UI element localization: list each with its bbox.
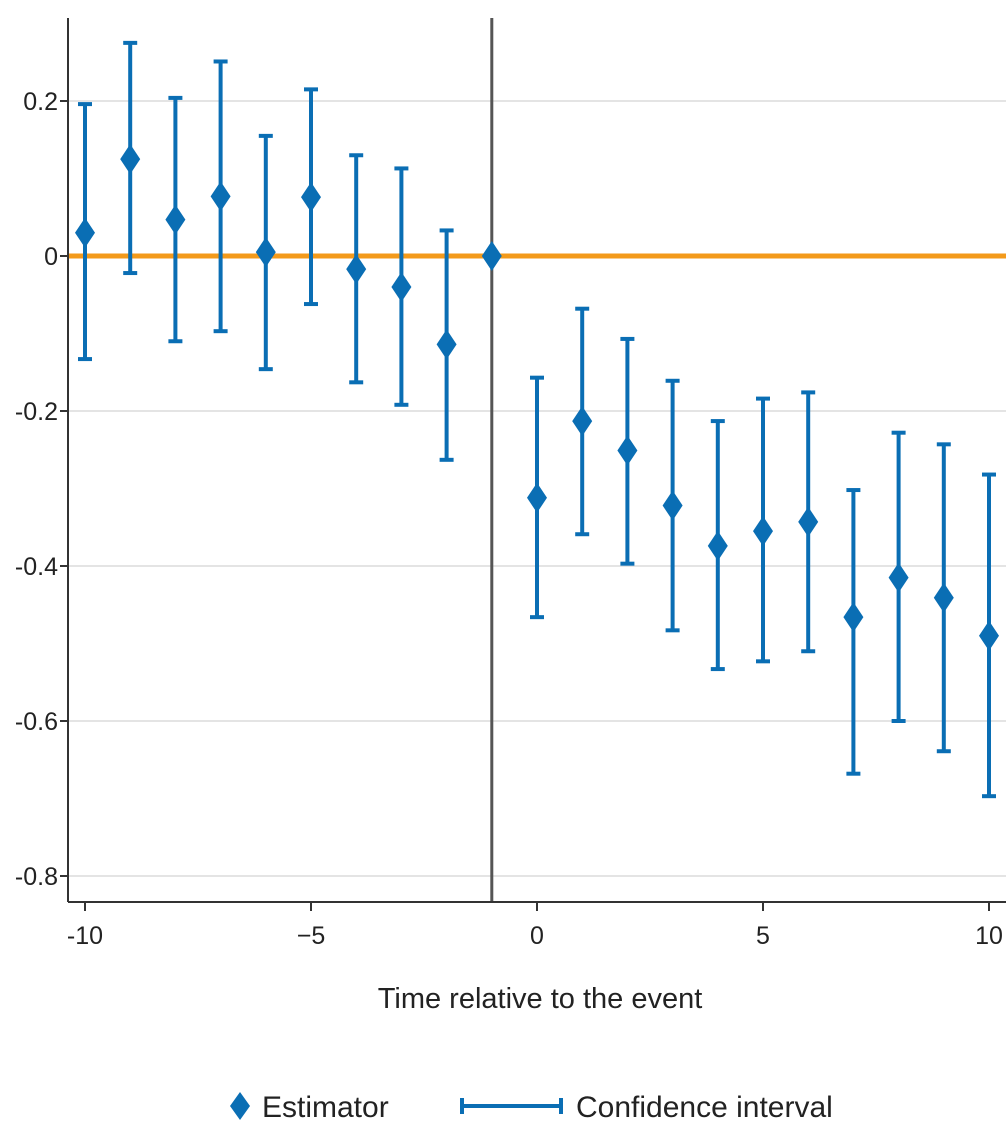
legend-item-confidence-interval: Confidence interval: [460, 1091, 833, 1124]
legend-item-estimator: Estimator: [230, 1091, 389, 1124]
estimator-point: [572, 406, 593, 437]
estimator-point: [301, 182, 321, 213]
estimator-point: [933, 582, 954, 613]
x-tick-label: 0: [530, 922, 544, 950]
y-tick-label: -0.8: [15, 863, 58, 891]
estimator-point: [255, 237, 276, 268]
y-tick-label: -0.2: [15, 398, 58, 426]
estimator-point: [210, 181, 231, 212]
estimator-point: [120, 144, 141, 175]
estimator-point: [617, 435, 638, 466]
legend-estimator-label: Estimator: [262, 1091, 389, 1124]
x-tick-label: 5: [756, 922, 770, 950]
y-tick-label: -0.6: [15, 708, 58, 736]
data-series: [75, 40, 999, 799]
y-tick-label: 0: [44, 243, 58, 271]
y-tick-label: -0.4: [15, 553, 58, 581]
x-tick-label: -10: [67, 922, 103, 950]
estimator-point: [436, 329, 457, 360]
estimator-point: [75, 217, 95, 248]
x-axis-title: Time relative to the event: [378, 983, 703, 1015]
legend-ci-label: Confidence interval: [576, 1091, 833, 1124]
axes: 0.2 0 -0.2 -0.4 -0.6 -0.8 -10 −5 0 5 10: [15, 18, 1006, 950]
reference-lines: [68, 18, 1006, 902]
estimator-point: [662, 490, 683, 521]
estimator-point: [165, 204, 186, 235]
estimator-point: [391, 272, 412, 302]
estimator-point: [707, 530, 728, 561]
legend: Estimator Confidence interval: [230, 1091, 833, 1124]
x-tick-label: −5: [297, 922, 326, 950]
estimator-point: [979, 620, 999, 651]
estimator-point: [888, 562, 909, 593]
estimator-point: [346, 254, 367, 285]
y-tick-label: 0.2: [23, 88, 58, 116]
estimator-point: [798, 506, 819, 537]
estimator-point: [481, 241, 502, 271]
x-tick-label: 10: [975, 922, 1003, 950]
estimator-point: [843, 602, 864, 633]
estimator-point: [527, 482, 547, 513]
estimator-point: [753, 516, 773, 547]
legend-estimator-marker: [230, 1092, 250, 1120]
